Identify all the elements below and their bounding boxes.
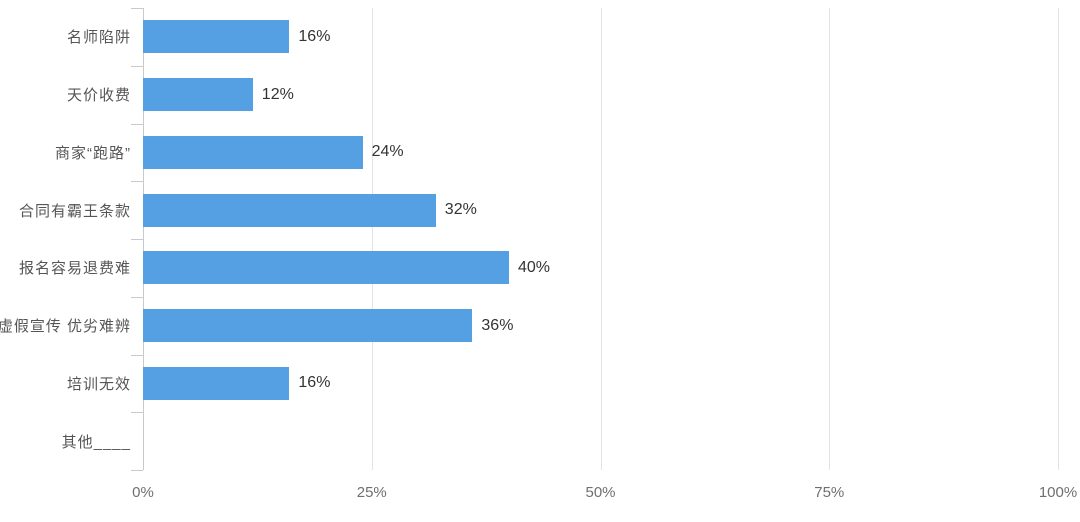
bar xyxy=(143,20,290,54)
y-axis-tick xyxy=(131,296,143,298)
y-axis-tick xyxy=(131,8,143,9)
y-axis-tick xyxy=(131,412,143,414)
category-label: 名师陷阱 xyxy=(66,29,131,47)
x-axis: 0% 25% 50% 75% 100% xyxy=(132,470,1077,510)
bar-row: 报名容易退费难 40% xyxy=(19,239,1058,297)
bar-row: 合同有霸王条款 32% xyxy=(19,181,1058,239)
x-tick-label: 100% xyxy=(1038,484,1078,501)
plot-area: 名师陷阱 16% 天价收费 12% 商家“跑路” 24% 合同有霸王条款 32% 报名容易退费难… xyxy=(0,8,1059,471)
y-axis-line xyxy=(143,8,144,470)
y-axis-tick xyxy=(131,470,143,471)
category-label: 其他____ xyxy=(61,433,131,451)
bar xyxy=(143,193,436,227)
bar xyxy=(143,251,509,285)
y-axis-tick xyxy=(131,123,143,125)
bar xyxy=(143,309,473,343)
y-axis-tick xyxy=(131,181,143,183)
bar-value-label: 12% xyxy=(261,85,294,103)
bar-value-label: 32% xyxy=(444,201,477,219)
category-label: 合同有霸王条款 xyxy=(18,202,131,220)
bar xyxy=(143,78,253,112)
bar-value-label: 24% xyxy=(371,143,404,161)
x-tick-label: 25% xyxy=(356,484,387,501)
category-label: 商家“跑路” xyxy=(55,144,131,162)
bar-row: 培训无效 16% xyxy=(67,355,1058,413)
category-label: 报名容易退费难 xyxy=(18,260,131,278)
bar-value-label: 16% xyxy=(298,374,331,392)
x-tick-label: 75% xyxy=(814,484,845,501)
bar-row: 其他____ xyxy=(62,412,1058,470)
category-label: 天价收费 xyxy=(66,87,131,105)
y-axis-tick xyxy=(131,239,143,240)
bar-row: 天价收费 12% xyxy=(67,66,1058,124)
category-label: 培训无效 xyxy=(66,375,131,393)
bar xyxy=(143,366,290,400)
bar-rows: 名师陷阱 16% 天价收费 12% 商家“跑路” 24% 合同有霸王条款 32% 报名容易退费难… xyxy=(0,8,1058,470)
bar-row: 虚假宣传 优劣难辨 36% xyxy=(0,297,1058,355)
bar-row: 商家“跑路” 24% xyxy=(55,124,1058,182)
bar-value-label: 36% xyxy=(481,316,514,334)
gridline xyxy=(1058,8,1059,470)
gridline xyxy=(600,8,602,470)
y-axis-tick xyxy=(131,354,143,356)
x-tick-label: 50% xyxy=(585,484,616,501)
gridline xyxy=(829,8,831,470)
gridline xyxy=(371,8,373,470)
y-axis-tick xyxy=(131,65,143,67)
x-tick-label: 0% xyxy=(132,484,154,501)
bar-value-label: 16% xyxy=(298,27,331,45)
bar-value-label: 40% xyxy=(518,258,551,276)
category-label: 虚假宣传 优劣难辨 xyxy=(0,318,131,336)
bar xyxy=(143,135,363,169)
bar-row: 名师陷阱 16% xyxy=(67,8,1058,66)
